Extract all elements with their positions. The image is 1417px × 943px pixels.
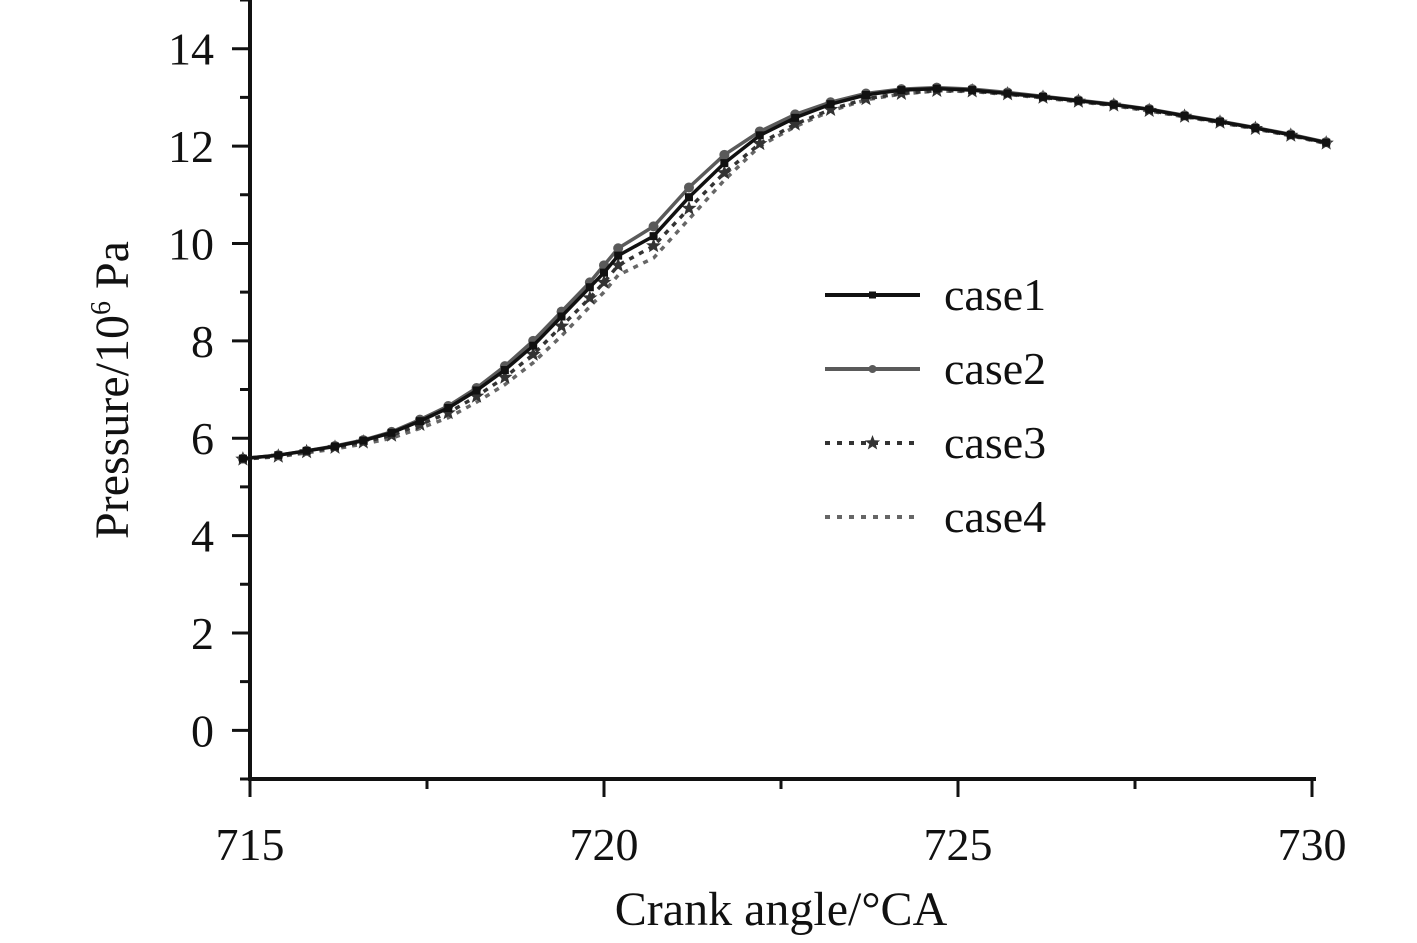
legend-item-case2: case2 bbox=[825, 343, 1046, 394]
data-point bbox=[582, 290, 598, 305]
data-point bbox=[1215, 117, 1224, 126]
data-point bbox=[415, 417, 424, 426]
y-axis-title-unit: Pa bbox=[86, 241, 139, 301]
y-axis-title: Pressure/106 Pa bbox=[86, 241, 139, 539]
legend-marker bbox=[868, 365, 877, 373]
legend: case1 case2 case3 case4 bbox=[825, 269, 1046, 542]
series-line-case4 bbox=[242, 89, 1327, 461]
data-point bbox=[500, 366, 509, 375]
series-case2 bbox=[237, 82, 1332, 464]
data-point bbox=[787, 116, 803, 131]
y-tick-label: 4 bbox=[191, 511, 214, 562]
data-point bbox=[387, 428, 396, 437]
data-point bbox=[444, 404, 453, 413]
data-point bbox=[897, 86, 906, 95]
series-layer bbox=[235, 82, 1334, 466]
series-line-case2 bbox=[242, 85, 1327, 461]
data-point bbox=[600, 268, 608, 277]
legend-label: case4 bbox=[944, 491, 1046, 542]
data-point bbox=[469, 388, 485, 403]
legend-label: case3 bbox=[944, 417, 1046, 468]
series-line-case3 bbox=[242, 88, 1327, 461]
data-point bbox=[614, 251, 623, 260]
legend-item-case1: case1 bbox=[825, 269, 1046, 320]
data-point bbox=[648, 221, 659, 232]
y-axis-title-main: Pressure/10 bbox=[86, 315, 139, 539]
series-line-case1 bbox=[242, 86, 1327, 461]
data-point bbox=[649, 232, 658, 241]
data-point bbox=[529, 341, 538, 350]
data-point bbox=[823, 101, 839, 116]
data-point bbox=[1145, 105, 1154, 114]
series-case4 bbox=[242, 89, 1327, 461]
x-axis-title: Crank angle/°CA bbox=[615, 883, 948, 936]
data-point bbox=[716, 164, 732, 180]
legend-label: case2 bbox=[944, 343, 1046, 394]
data-point bbox=[302, 446, 311, 455]
data-point bbox=[330, 442, 339, 451]
data-point bbox=[274, 451, 283, 460]
data-point bbox=[585, 283, 594, 292]
data-point bbox=[440, 404, 456, 420]
y-tick-label: 6 bbox=[191, 413, 214, 464]
data-point bbox=[684, 193, 693, 202]
data-point bbox=[497, 369, 513, 384]
y-tick-label: 0 bbox=[191, 705, 214, 756]
data-point bbox=[646, 237, 662, 253]
data-point bbox=[720, 159, 729, 168]
data-point bbox=[752, 135, 768, 151]
data-point bbox=[359, 436, 368, 445]
data-point bbox=[968, 86, 977, 95]
axes: 0 2 4 6 8 10 12 14 715 720 725 730 bbox=[168, 0, 1347, 870]
data-point bbox=[613, 243, 624, 254]
data-point bbox=[1286, 130, 1295, 139]
x-tick-label: 725 bbox=[924, 819, 993, 870]
data-point bbox=[755, 131, 764, 140]
x-tick-label: 715 bbox=[216, 819, 285, 870]
y-tick-label: 12 bbox=[168, 121, 214, 172]
y-tick-label: 8 bbox=[191, 316, 214, 367]
x-tick-label: 730 bbox=[1278, 819, 1347, 870]
data-point bbox=[596, 274, 612, 289]
legend-label: case1 bbox=[944, 269, 1046, 320]
data-point bbox=[791, 113, 800, 122]
y-tick-label: 14 bbox=[168, 24, 214, 75]
data-point bbox=[557, 312, 566, 321]
data-point bbox=[1074, 96, 1083, 105]
y-tick-label: 2 bbox=[191, 608, 214, 659]
data-point bbox=[1251, 124, 1260, 133]
data-point bbox=[1180, 111, 1189, 120]
series-case3 bbox=[235, 82, 1334, 466]
data-point bbox=[681, 200, 697, 215]
legend-marker bbox=[864, 435, 881, 450]
legend-marker bbox=[869, 291, 876, 299]
data-point bbox=[238, 454, 247, 463]
data-point bbox=[610, 257, 626, 272]
series-case1 bbox=[238, 84, 1331, 463]
y-axis-title-sup: 6 bbox=[86, 301, 117, 315]
data-point bbox=[932, 84, 941, 93]
data-point bbox=[683, 182, 694, 193]
legend-item-case3: case3 bbox=[825, 417, 1046, 468]
data-point bbox=[1038, 92, 1047, 101]
data-point bbox=[1003, 89, 1012, 98]
data-point bbox=[472, 386, 481, 395]
y-tick-label: 10 bbox=[168, 218, 214, 269]
data-point bbox=[861, 90, 870, 99]
data-point bbox=[1322, 138, 1331, 147]
data-point bbox=[1109, 100, 1118, 109]
legend-item-case4: case4 bbox=[825, 491, 1046, 542]
data-point bbox=[826, 100, 835, 109]
data-point bbox=[525, 346, 541, 361]
x-tick-label: 720 bbox=[570, 819, 639, 870]
data-point bbox=[553, 318, 570, 333]
data-point bbox=[719, 149, 730, 160]
